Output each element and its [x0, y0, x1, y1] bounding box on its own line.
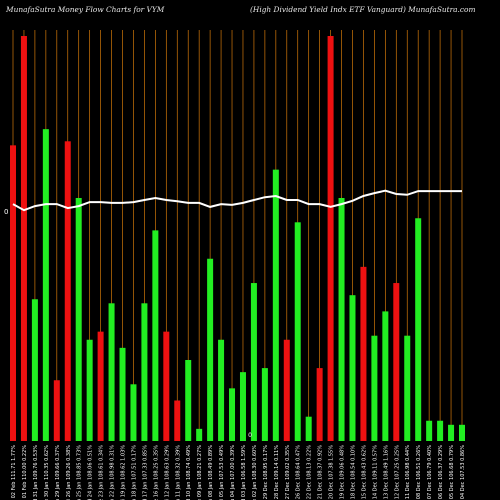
- money-flow-bar: [229, 388, 236, 441]
- chart-header-right: (High Dividend Yield Indx ETF Vanguard) …: [250, 5, 476, 14]
- money-flow-bar: [64, 141, 71, 442]
- money-flow-bar: [360, 266, 367, 441]
- money-flow-bar: [261, 368, 268, 441]
- money-flow-bar: [371, 335, 378, 441]
- x-tick-label: Tue 02 Jan 108.30 0.60%: [252, 445, 258, 500]
- chart-header-left: MunafaSutra Money Flow Charts for VYM: [6, 5, 165, 14]
- money-flow-bar: [272, 169, 279, 441]
- money-flow-bar: [119, 347, 126, 441]
- x-tick-label: Thu 25 Jan 108.85 0.73%: [77, 445, 83, 500]
- money-flow-bar: [207, 258, 214, 441]
- x-tick-label: Fri 29 Dec 108.95 0.17%: [263, 445, 269, 500]
- x-tick-label: Thu 14 Dec 109.11 0.57%: [372, 445, 378, 500]
- money-flow-bar: [404, 335, 411, 441]
- money-flow-bar: [20, 36, 27, 441]
- money-flow-bar: [349, 295, 356, 441]
- x-tick-label: Fri 26 Jan 109.26 0.38%: [66, 445, 72, 500]
- x-tick-label: Mon 08 Jan 108.49 0.89%: [208, 445, 214, 500]
- money-flow-bar: [459, 424, 465, 441]
- x-tick-label: Thu 04 Jan 107.00 0.39%: [230, 445, 236, 500]
- money-flow-bar: [437, 420, 444, 441]
- money-flow-bar: [305, 416, 312, 441]
- money-flow-bar: [218, 339, 225, 441]
- money-flow-bar: [250, 283, 257, 441]
- money-flow-bar: [327, 36, 334, 441]
- money-flow-bar: [42, 129, 49, 441]
- x-tick-label: Fri 22 Dec 108.13 0.22%: [307, 445, 313, 500]
- x-tick-label: Wed 24 Jan 108.06 0.51%: [88, 445, 94, 500]
- x-tick-label: Thu 21 Dec 108.37 0.92%: [318, 445, 324, 500]
- trend-line: [12, 189, 462, 212]
- x-tick-label: Mon 29 Jan 109.66 0.37%: [55, 445, 61, 500]
- money-flow-bar: [239, 372, 246, 441]
- money-flow-bar: [163, 331, 170, 441]
- x-tick-label: Mon 04 Dec 107.53 0.86%: [460, 445, 466, 500]
- x-tick-label: Fri 05 Jan 107.53 0.49%: [219, 445, 225, 500]
- x-tick-label: Wed 20 Dec 107.38 1.55%: [329, 445, 335, 500]
- x-tick-label: Thu 28 Dec 109.14 0.11%: [274, 445, 280, 500]
- x-tick-label: Mon 22 Jan 108.98 0.31%: [110, 445, 116, 500]
- x-tick-label: Tue 16 Jan 108.25 0.35%: [153, 445, 159, 500]
- money-flow-bar: [426, 420, 433, 441]
- x-tick-label: Mon 11 Dec 106.98 0.44%: [405, 445, 411, 500]
- x-tick-label: Fri 15 Dec 108.43 0.62%: [361, 445, 367, 500]
- x-tick-label: Wed 06 Dec 106.37 0.29%: [438, 445, 444, 500]
- money-flow-bar: [53, 380, 60, 441]
- x-tick-label: Tue 05 Dec 106.68 0.79%: [449, 445, 455, 500]
- x-tick-label: Wed 13 Dec 108.49 1.16%: [383, 445, 389, 500]
- money-flow-bar: [382, 311, 389, 441]
- x-tick-label: Wed 27 Dec 109.02 0.35%: [285, 445, 291, 500]
- money-flow-bar: [185, 360, 192, 441]
- x-tick-label: Tue 09 Jan 108.21 0.27%: [197, 445, 203, 500]
- money-flow-bar: [75, 198, 82, 441]
- x-tick-label: Thu 18 Jan 107.51 0.17%: [132, 445, 138, 500]
- x-tick-label: Tue 12 Dec 107.25 0.25%: [394, 445, 400, 500]
- money-flow-bar: [294, 222, 301, 441]
- money-flow-bar: [283, 339, 290, 441]
- x-tick-label: Tue 19 Dec 109.06 0.48%: [340, 445, 346, 500]
- x-tick-label: Tue 30 Jan 110.35 0.62%: [44, 445, 50, 500]
- x-tick-label: Fri 19 Jan 108.62 1.03%: [121, 445, 127, 500]
- money-flow-bar: [97, 331, 104, 441]
- money-flow-bar: [338, 198, 345, 441]
- x-tick-label: Fri 08 Dec 106.51 0.26%: [416, 445, 422, 500]
- x-tick-label: Wed 03 Jan 106.58 1.59%: [241, 445, 247, 500]
- x-tick-label: Mon 18 Dec 108.54 0.10%: [351, 445, 357, 500]
- x-tick-label: Wed 31 Jan 109.76 0.53%: [33, 445, 39, 500]
- money-flow-bar: [393, 283, 400, 441]
- money-flow-bar: [31, 299, 38, 441]
- x-tick-label: Wed 17 Jan 107.33 0.85%: [142, 445, 148, 500]
- money-flow-bar: [316, 368, 323, 441]
- money-flow-bar: [141, 303, 148, 441]
- x-tick-label: Thu 01 Feb 110.00 0.22%: [22, 445, 28, 500]
- money-flow-bar: [415, 218, 422, 441]
- money-flow-bar: [130, 384, 137, 441]
- money-flow-bar: [86, 339, 93, 441]
- x-tick-label: Thu 11 Jan 108.32 0.39%: [175, 445, 181, 500]
- x-tick-label: Wed 10 Jan 108.74 0.49%: [186, 445, 192, 500]
- x-tick-label: Fri 02 Feb 111.71 1.77%: [11, 445, 17, 500]
- x-tick-label: Thu 07 Dec 106.79 0.40%: [427, 445, 433, 500]
- trend-start-marker: 0: [4, 208, 8, 216]
- money-flow-bar: [448, 424, 455, 441]
- center-marker: 0: [248, 432, 252, 439]
- x-tick-label: Tue 26 Dec 108.64 0.47%: [296, 445, 302, 500]
- x-tick-label: Tue 23 Jan 108.61 0.34%: [99, 445, 105, 500]
- money-flow-bar: [108, 303, 115, 441]
- x-tick-label: Fri 12 Jan 108.63 0.29%: [164, 445, 170, 500]
- money-flow-bar: [174, 400, 181, 441]
- money-flow-bar: [10, 145, 16, 441]
- money-flow-bar: [196, 428, 203, 441]
- money-flow-bar: [152, 230, 159, 441]
